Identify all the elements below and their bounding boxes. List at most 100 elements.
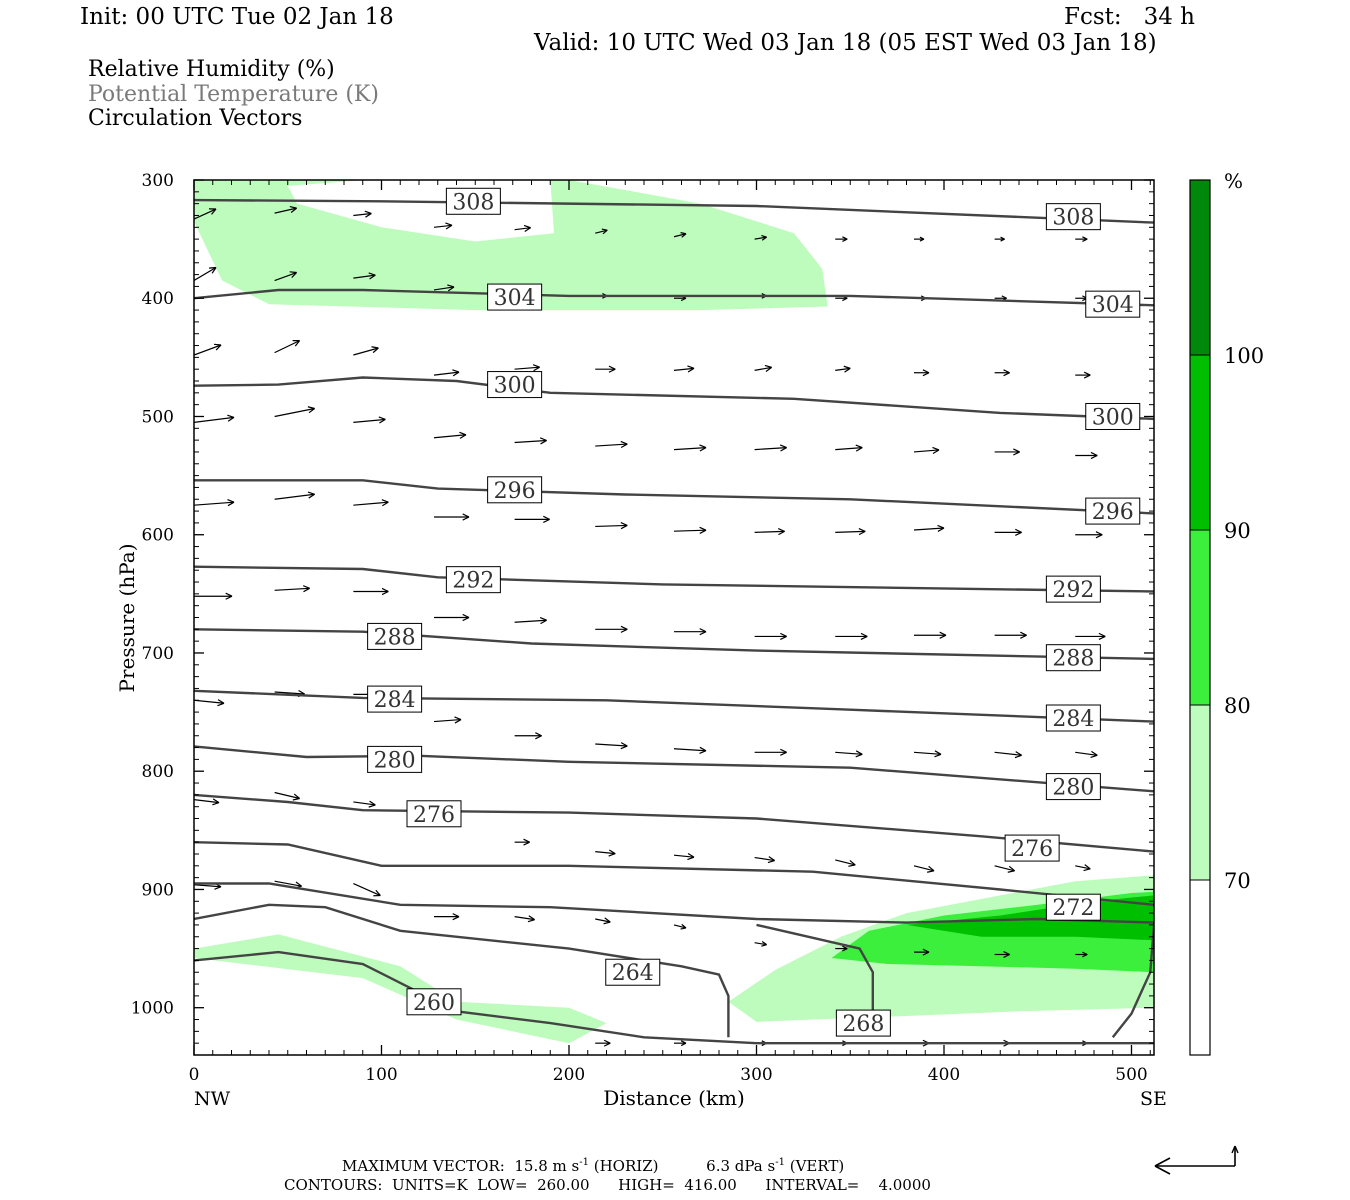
theta-contour <box>194 745 1154 793</box>
contour-label: 284 <box>1045 704 1101 732</box>
theta-contour <box>194 903 730 1038</box>
svg-text:284: 284 <box>374 688 416 713</box>
circulation-vector <box>754 941 767 947</box>
circulation-vector <box>1075 531 1103 539</box>
x-end-label-nw: NW <box>194 1088 231 1110</box>
circulation-vector <box>595 440 628 449</box>
svg-text:276: 276 <box>413 803 455 828</box>
y-tick-label: 300 <box>142 171 174 191</box>
circulation-vector <box>835 859 856 867</box>
colorbar-unit-label: % <box>1224 169 1243 193</box>
circulation-vector <box>1075 951 1088 958</box>
circulation-vector <box>913 524 945 532</box>
contour-label: 280 <box>367 745 423 773</box>
circulation-vector <box>595 365 616 373</box>
colorbar-level-label: 70 <box>1224 869 1251 893</box>
x-axis-title: Distance (km) <box>603 1086 745 1110</box>
contour-label: 304 <box>1085 290 1141 318</box>
y-tick-label: 800 <box>142 762 174 782</box>
circulation-vector <box>913 750 942 758</box>
contour-label: 296 <box>487 476 543 504</box>
circulation-vector <box>673 746 707 754</box>
contour-label: 308 <box>1045 203 1101 231</box>
forecast-hour: Fcst: 34 h <box>1064 4 1195 30</box>
contour-label: 296 <box>1085 497 1141 525</box>
colorbar-level-label: 100 <box>1224 344 1264 368</box>
circulation-vector <box>433 369 460 377</box>
circulation-vector <box>994 528 1022 536</box>
circulation-vector <box>673 444 707 452</box>
contour-label: 276 <box>406 800 462 828</box>
circulation-vector <box>434 513 470 521</box>
rh-region-70-80 <box>194 934 607 1044</box>
contour-label: 288 <box>1045 644 1101 672</box>
circulation-vector <box>595 228 608 235</box>
y-axis-title: Pressure (hPa) <box>115 544 139 693</box>
circulation-vector <box>353 210 372 218</box>
circulation-vector <box>514 515 550 523</box>
svg-text:304: 304 <box>1092 293 1134 318</box>
circulation-vector <box>194 592 233 600</box>
circulation-vector <box>913 865 935 873</box>
y-tick-label: 400 <box>142 289 174 309</box>
max-vector-note: MAXIMUM VECTOR: 15.8 m s-1 (HORIZ) 6.3 d… <box>342 1157 845 1175</box>
circulation-vector <box>194 499 235 507</box>
circulation-vector <box>914 369 930 377</box>
circulation-vector <box>353 272 376 280</box>
contour-label: 280 <box>1045 773 1101 801</box>
circulation-vector <box>994 631 1027 639</box>
svg-text:300: 300 <box>494 374 536 399</box>
circulation-vector <box>674 628 707 636</box>
valid-time: Valid: 10 UTC Wed 03 Jan 18 (05 EST Wed … <box>534 30 1157 56</box>
colorbar-segment <box>1190 880 1210 1055</box>
circulation-vector <box>595 849 616 857</box>
circulation-vector <box>914 948 930 956</box>
circulation-vector <box>595 917 611 925</box>
svg-text:260: 260 <box>413 991 455 1016</box>
y-tick-label: 600 <box>142 526 174 546</box>
theta-contour <box>194 565 1154 593</box>
circulation-vector <box>514 732 542 740</box>
circulation-vector <box>595 625 628 633</box>
circulation-vector <box>194 266 217 282</box>
circulation-vector <box>433 431 467 439</box>
theta-contour <box>194 950 1154 1045</box>
contour-label: 288 <box>367 622 423 650</box>
circulation-vector <box>835 945 848 952</box>
circulation-vector <box>194 798 220 806</box>
circulation-vector <box>274 205 297 214</box>
circulation-vector <box>514 437 547 445</box>
circulation-vector <box>194 208 217 220</box>
field-potential-temperature: Potential Temperature (K) <box>88 82 379 107</box>
theta-contour <box>194 882 1154 924</box>
circulation-vector <box>353 346 379 356</box>
svg-text:308: 308 <box>452 190 494 215</box>
theta-contour <box>194 376 1154 421</box>
svg-text:280: 280 <box>1052 776 1094 801</box>
circulation-vector <box>433 222 453 230</box>
circulation-vector <box>754 856 775 864</box>
contour-label: 268 <box>835 1009 891 1037</box>
x-tick-label: 200 <box>553 1065 585 1085</box>
theta-contour <box>194 841 1154 906</box>
circulation-vector <box>835 365 851 373</box>
x-tick-label: 100 <box>365 1065 397 1085</box>
y-tick-label: 700 <box>142 644 174 664</box>
circulation-vector <box>835 750 863 758</box>
circulation-vector <box>673 526 707 534</box>
circulation-vector <box>595 522 628 530</box>
circulation-vector <box>754 632 787 641</box>
theta-contour <box>194 628 1154 661</box>
theta-contour <box>194 479 1154 515</box>
circulation-vector <box>1075 864 1091 872</box>
circulation-vector <box>194 343 222 356</box>
x-tick-label: 0 <box>189 1065 200 1085</box>
circulation-vector <box>994 236 1005 242</box>
circulation-vector <box>914 236 925 242</box>
circulation-vector <box>274 491 315 500</box>
contour-label: 292 <box>1045 575 1101 603</box>
colorbar-level-label: 90 <box>1224 519 1251 543</box>
circulation-vector <box>754 527 785 536</box>
circulation-vector <box>274 406 315 418</box>
svg-text:268: 268 <box>842 1012 884 1037</box>
